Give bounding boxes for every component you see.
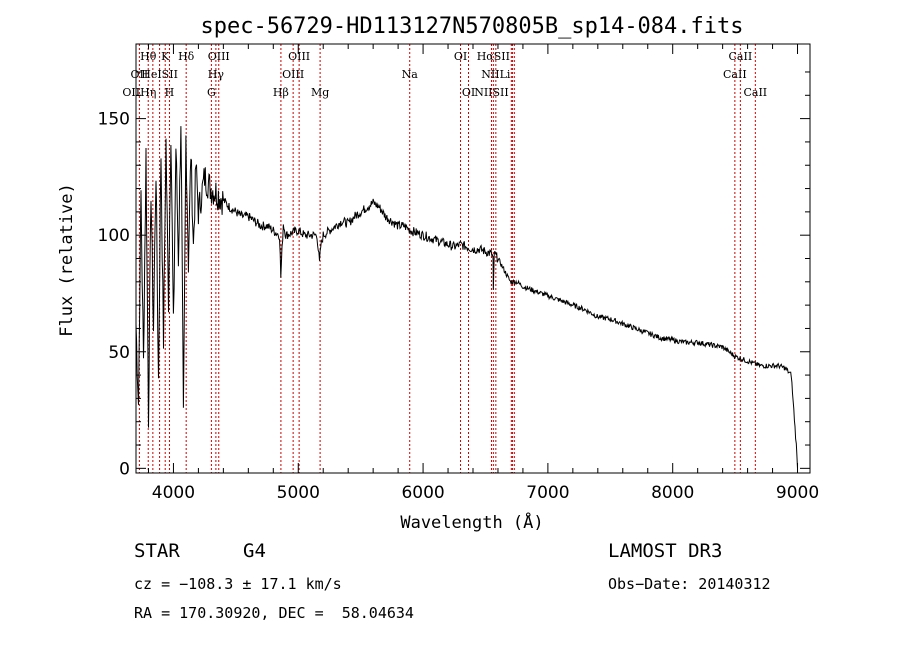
line-label: OIII <box>208 50 230 63</box>
x-axis: 4000 5000 6000 7000 8000 9000 <box>147 44 819 503</box>
line-label: OIII <box>282 68 304 81</box>
flux-series-line <box>135 126 798 469</box>
object-subclass: G4 <box>243 540 266 562</box>
plot-frame <box>135 43 811 474</box>
line-label: Hβ <box>273 86 289 99</box>
coordinates: RA = 170.30920, DEC = 58.04634 <box>134 604 414 622</box>
line-label: Na <box>402 68 419 81</box>
y-axis: 0 50 100 150 <box>98 71 810 479</box>
y-tick-label: 50 <box>108 343 130 363</box>
observation-date: Obs−Date: 20140312 <box>608 575 771 593</box>
survey-name: LAMOST DR3 <box>608 540 723 562</box>
line-label: OIIHη <box>122 86 156 99</box>
x-tick-label: 7000 <box>526 483 569 503</box>
line-markers <box>138 44 756 473</box>
line-label: NIISII <box>474 86 509 99</box>
x-tick-label: 6000 <box>401 483 444 503</box>
line-label: OI <box>462 86 475 99</box>
x-tick-label: 4000 <box>152 483 195 503</box>
line-label: Hγ <box>208 68 225 81</box>
line-label: Mg <box>311 86 329 99</box>
line-label: HeISII <box>141 68 178 81</box>
line-label: H <box>165 86 175 99</box>
chart-title: spec-56729-HD113127N570805B_sp14-084.fit… <box>200 14 743 39</box>
line-label: K <box>161 50 170 63</box>
line-label: Hδ <box>178 50 195 63</box>
line-label: CaII <box>729 50 753 63</box>
y-tick-label: 150 <box>98 110 130 130</box>
line-label: CaII <box>743 86 767 99</box>
y-tick-label: 0 <box>119 459 130 479</box>
redshift-velocity: cz = −108.3 ± 17.1 km/s <box>134 575 342 593</box>
line-label: NIILi <box>481 68 511 81</box>
line-label: G <box>207 86 216 99</box>
line-label: HαSII <box>477 50 510 63</box>
line-label: OI <box>454 50 467 63</box>
object-class: STAR <box>134 540 180 562</box>
x-tick-label: 9000 <box>776 483 819 503</box>
line-label: OIII <box>288 50 310 63</box>
y-axis-label: Flux (relative) <box>57 183 77 337</box>
line-label: CaII <box>723 68 747 81</box>
x-tick-label: 5000 <box>277 483 320 503</box>
y-tick-label: 100 <box>98 226 130 246</box>
line-label: OII <box>131 68 149 81</box>
line-label: Hθ <box>140 50 157 63</box>
x-axis-label: Wavelength (Å) <box>400 511 543 533</box>
x-tick-label: 8000 <box>651 483 694 503</box>
